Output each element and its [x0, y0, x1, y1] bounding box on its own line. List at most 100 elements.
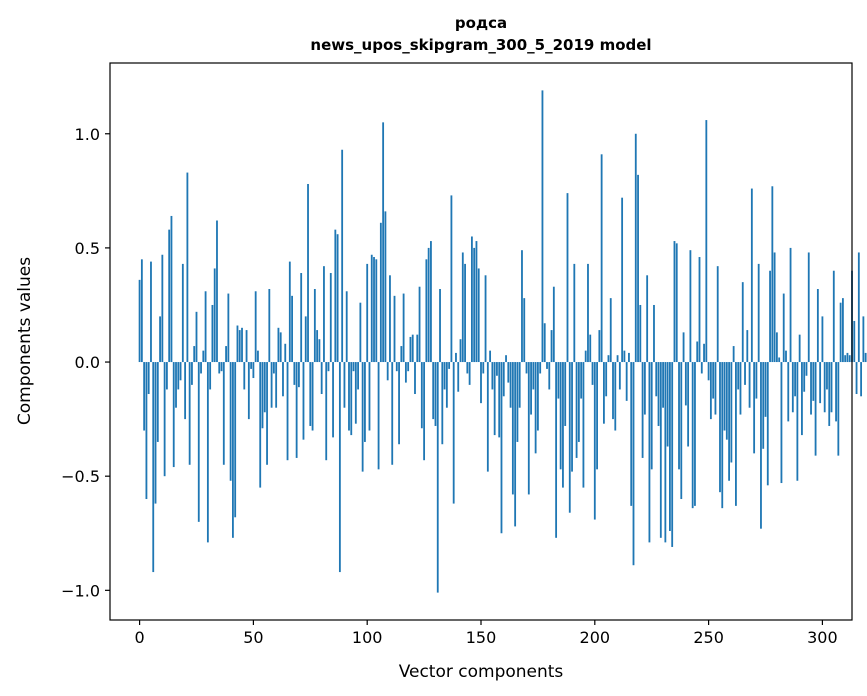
bar	[616, 355, 619, 363]
bar	[584, 350, 587, 363]
bar	[163, 362, 166, 477]
bar	[641, 362, 644, 458]
bar	[416, 334, 419, 363]
bar	[311, 362, 314, 431]
bar	[238, 330, 241, 363]
bar	[502, 362, 505, 397]
bar	[195, 311, 198, 363]
bar	[548, 362, 551, 390]
bar	[862, 316, 865, 363]
bar	[714, 362, 717, 415]
bar	[400, 346, 403, 363]
bar	[603, 362, 605, 424]
bar	[837, 362, 840, 456]
bar	[386, 362, 389, 381]
bar	[443, 362, 446, 390]
bar	[534, 362, 537, 454]
bar	[810, 362, 812, 415]
bar	[527, 362, 530, 495]
bar	[261, 362, 264, 429]
bar	[143, 362, 146, 431]
bar	[202, 350, 205, 363]
bar	[293, 362, 296, 385]
bar	[181, 263, 184, 363]
bar	[593, 362, 596, 520]
bar	[709, 362, 712, 420]
chart-title: родса	[455, 14, 507, 32]
bar	[459, 339, 462, 363]
bar	[384, 211, 387, 363]
bar	[268, 289, 271, 363]
bar	[596, 362, 598, 470]
bar	[760, 362, 762, 529]
bar	[186, 172, 189, 363]
bar	[801, 362, 803, 436]
bar	[480, 362, 482, 404]
bar	[350, 362, 353, 436]
bar	[521, 250, 523, 363]
bar	[275, 362, 278, 408]
bar	[341, 149, 344, 363]
y-tick-label: 0.0	[75, 353, 100, 372]
bar	[475, 241, 478, 363]
bar	[689, 250, 692, 363]
bar	[402, 293, 405, 363]
bar	[614, 362, 617, 431]
bar	[732, 346, 735, 363]
bar	[771, 186, 774, 363]
bar	[623, 350, 626, 363]
bar	[420, 362, 423, 429]
bar	[150, 261, 152, 363]
bar	[552, 286, 555, 363]
bar	[846, 352, 849, 363]
x-tick-label: 100	[352, 628, 383, 647]
bar	[696, 341, 699, 363]
bar	[719, 362, 721, 493]
bar	[159, 316, 161, 363]
bar	[491, 362, 494, 390]
bar	[323, 266, 325, 363]
bar	[241, 327, 243, 363]
bar	[329, 273, 332, 363]
bar	[798, 334, 801, 363]
bar	[675, 243, 678, 363]
bar	[612, 362, 614, 420]
bar	[320, 362, 323, 395]
bar	[263, 362, 266, 413]
bar	[844, 355, 847, 363]
bar	[632, 362, 635, 566]
bar	[477, 268, 480, 363]
bar	[191, 362, 193, 385]
bar	[252, 362, 255, 379]
bar	[368, 362, 371, 431]
bar	[361, 362, 364, 472]
bar	[470, 236, 473, 363]
bar	[254, 291, 257, 363]
bar	[628, 352, 630, 363]
bar	[304, 316, 307, 363]
bar	[564, 362, 567, 426]
bar	[455, 352, 457, 363]
bar	[211, 304, 214, 363]
bar	[648, 362, 651, 543]
bar	[448, 362, 451, 369]
bar	[591, 362, 594, 385]
bar	[434, 362, 437, 426]
bar	[302, 362, 305, 440]
x-tick-label: 250	[693, 628, 724, 647]
bar	[452, 362, 455, 504]
bar	[566, 193, 569, 363]
bar	[500, 362, 503, 534]
bar	[375, 259, 378, 363]
bar	[168, 229, 171, 363]
bar	[313, 289, 316, 363]
bar	[823, 362, 826, 413]
bar	[225, 346, 227, 363]
bar	[325, 362, 328, 461]
bar	[518, 362, 521, 408]
bar	[562, 362, 564, 488]
x-tick-label: 150	[466, 628, 497, 647]
y-tick-label: 1.0	[75, 125, 100, 144]
bar	[200, 362, 202, 374]
bar	[482, 362, 485, 374]
